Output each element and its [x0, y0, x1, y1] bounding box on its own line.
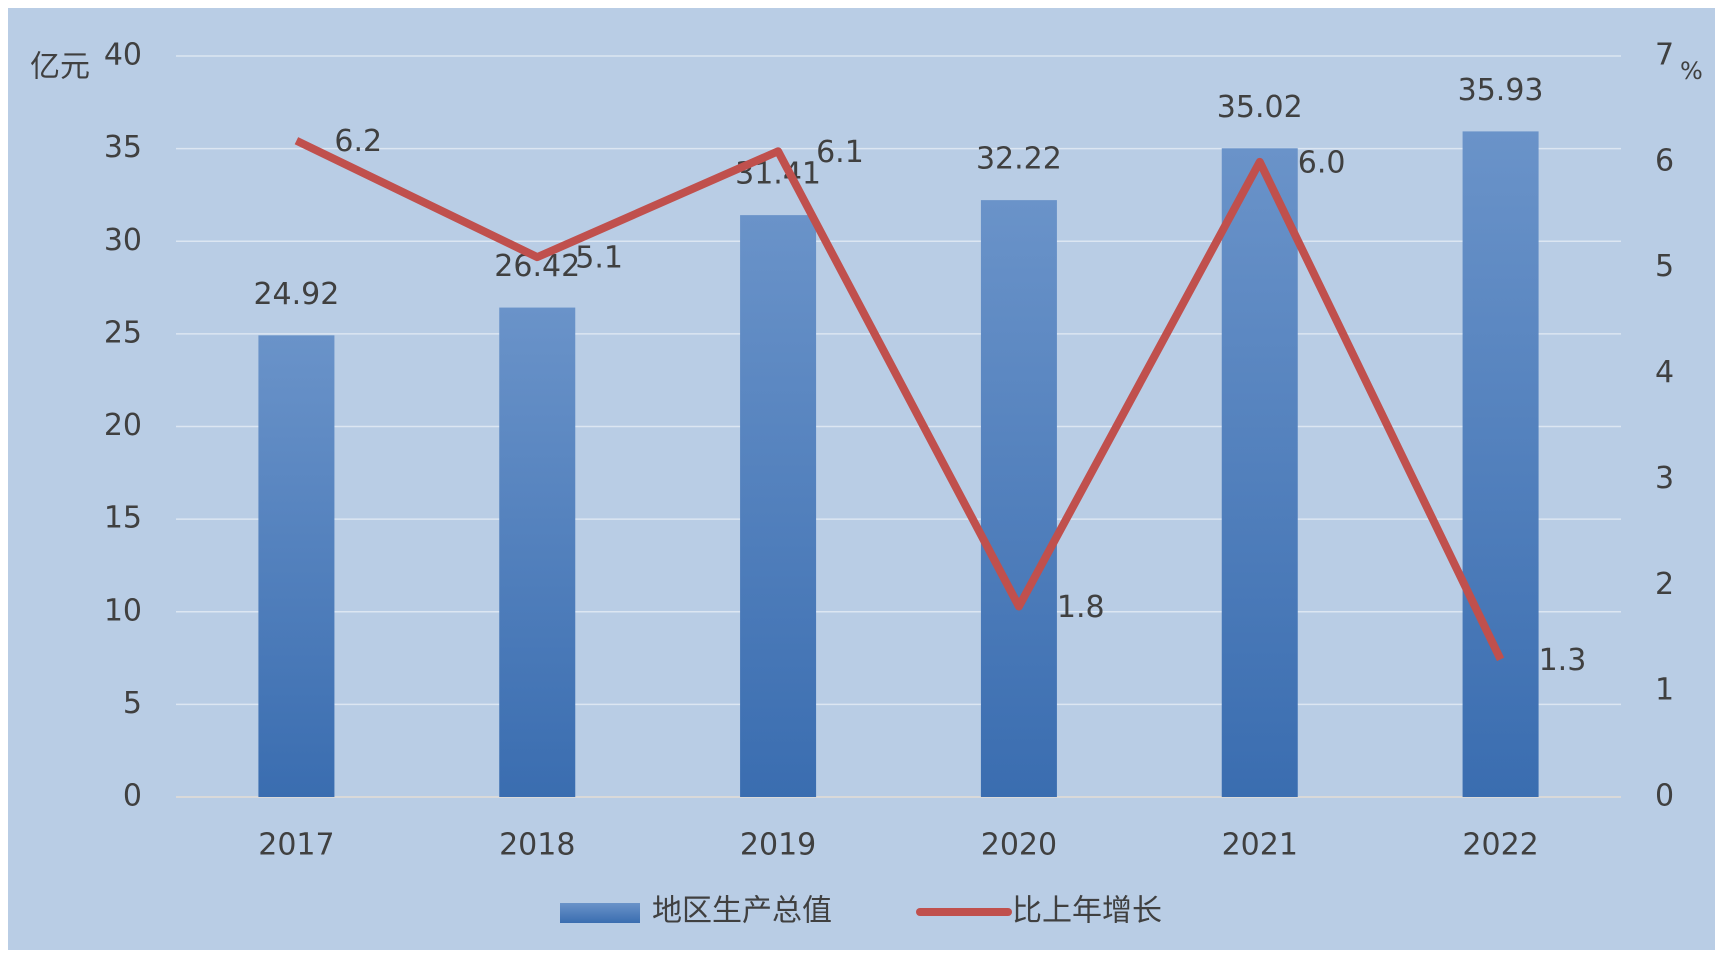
y-tick-label: 15: [104, 501, 142, 536]
bar-value-label: 35.02: [1217, 90, 1303, 125]
y-tick-label: 40: [104, 38, 142, 73]
y2-tick-label: 6: [1655, 143, 1674, 178]
bar-value-label: 32.22: [976, 142, 1062, 177]
line: [294, 137, 1505, 662]
y2-tick-label: 5: [1655, 249, 1674, 284]
bar: [740, 215, 817, 797]
x-tick-label: 2022: [1462, 828, 1538, 863]
y2-tick-label: 1: [1655, 673, 1674, 708]
line-value-label: 5.1: [575, 241, 623, 276]
bar: [258, 335, 335, 797]
line-value-label: 6.2: [334, 124, 382, 159]
x-tick-label: 2021: [1222, 828, 1298, 863]
y2-tick-label: 0: [1655, 779, 1674, 814]
y-tick-label: 5: [123, 686, 142, 721]
y2-tick-label: 7: [1655, 38, 1674, 73]
y-tick-label: 30: [104, 223, 142, 258]
y-tick-label: 0: [123, 779, 142, 814]
x-tick-label: 2020: [981, 828, 1057, 863]
x-tick-label: 2019: [740, 828, 816, 863]
line-value-label: 1.8: [1057, 590, 1105, 625]
line-value-label: 6.1: [816, 135, 864, 170]
line-value-label: 6.0: [1298, 145, 1346, 180]
legend-swatch: [560, 903, 640, 923]
y-tick-label: 25: [104, 315, 142, 350]
y2-tick-label: 2: [1655, 567, 1674, 602]
y-tick-label: 35: [104, 130, 142, 165]
y2-tick-label: 4: [1655, 355, 1674, 390]
y2-tick-label: 3: [1655, 461, 1674, 496]
legend-label: 地区生产总值: [652, 894, 832, 929]
bar: [980, 200, 1057, 797]
legend-label: 比上年增长: [1012, 894, 1162, 929]
y-tick-label: 20: [104, 408, 142, 443]
y-axis-unit: 亿元: [30, 50, 90, 85]
bar-value-label: 35.93: [1458, 73, 1544, 108]
line-value-label: 1.3: [1539, 643, 1587, 678]
x-tick-label: 2017: [258, 828, 334, 863]
bar: [499, 307, 576, 797]
bar: [1462, 131, 1539, 798]
bar: [1221, 148, 1298, 797]
y-tick-label: 10: [104, 593, 142, 628]
x-tick-label: 2018: [499, 828, 575, 863]
y2-axis-unit: %: [1680, 57, 1703, 85]
bar-value-label: 24.92: [253, 277, 339, 312]
